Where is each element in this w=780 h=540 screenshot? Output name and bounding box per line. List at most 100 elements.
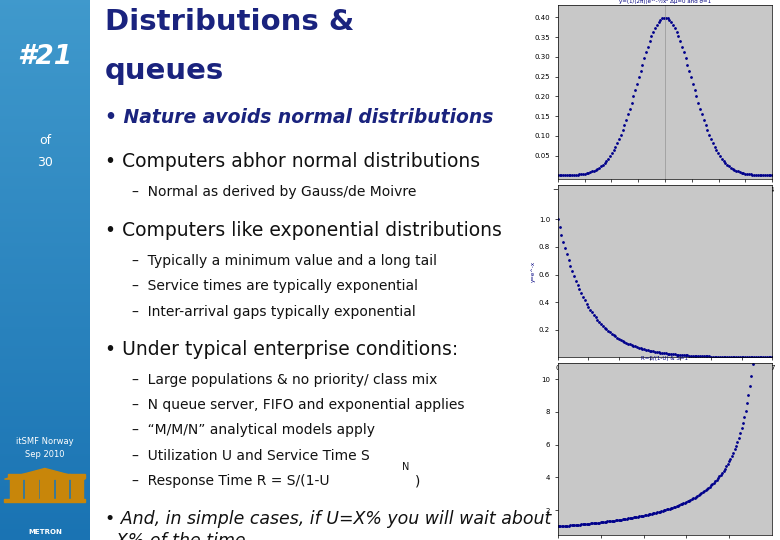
Text: • And, in simple cases, if U=X% you will wait about
  X% of the time: • And, in simple cases, if U=X% you will… xyxy=(105,510,551,540)
Bar xyxy=(0,424,90,427)
Bar xyxy=(0,500,90,502)
Bar xyxy=(0,370,90,373)
Bar xyxy=(0,292,90,294)
Bar xyxy=(0,130,90,132)
Bar xyxy=(0,462,90,464)
Bar xyxy=(0,451,90,454)
Bar xyxy=(0,278,90,281)
Text: –  “M/M/N” analytical models apply: – “M/M/N” analytical models apply xyxy=(133,423,375,437)
Bar xyxy=(0,11,90,14)
Bar xyxy=(0,94,90,97)
Bar xyxy=(0,340,90,343)
Bar xyxy=(0,405,90,408)
Bar xyxy=(0,381,90,383)
Bar xyxy=(69,474,85,477)
Bar xyxy=(0,481,90,483)
Bar xyxy=(0,205,90,208)
Bar xyxy=(0,502,90,505)
Bar xyxy=(0,124,90,127)
Bar xyxy=(0,302,90,305)
Bar xyxy=(0,521,90,524)
Bar xyxy=(0,143,90,146)
Bar xyxy=(0,27,90,30)
Bar xyxy=(0,367,90,370)
Bar xyxy=(0,402,90,405)
Bar xyxy=(0,65,90,68)
Bar xyxy=(0,70,90,73)
Bar xyxy=(0,119,90,122)
Bar xyxy=(0,227,90,229)
Title: R=S/(1-U) & S=1: R=S/(1-U) & S=1 xyxy=(641,356,689,361)
Bar xyxy=(0,329,90,332)
Bar xyxy=(0,216,90,219)
Bar xyxy=(0,526,90,529)
Bar xyxy=(0,68,90,70)
Bar xyxy=(0,516,90,518)
Bar xyxy=(0,86,90,89)
Bar xyxy=(0,46,90,49)
Text: –  Normal as derived by Gauss/de Moivre: – Normal as derived by Gauss/de Moivre xyxy=(133,185,417,199)
Bar xyxy=(0,319,90,321)
Bar xyxy=(0,211,90,213)
Bar xyxy=(0,472,90,475)
Bar xyxy=(0,386,90,389)
Bar xyxy=(0,392,90,394)
Text: –  Service times are typically exponential: – Service times are typically exponentia… xyxy=(133,279,418,293)
Bar xyxy=(0,167,90,170)
Bar xyxy=(0,213,90,216)
Bar xyxy=(0,321,90,324)
Bar xyxy=(0,305,90,308)
Text: 30: 30 xyxy=(37,156,53,168)
Text: Distributions &: Distributions & xyxy=(105,8,354,36)
Bar xyxy=(0,475,90,478)
Bar xyxy=(0,122,90,124)
Bar xyxy=(0,113,90,116)
Bar xyxy=(0,57,90,59)
Text: METRON: METRON xyxy=(28,529,62,535)
Bar xyxy=(0,8,90,11)
Bar xyxy=(0,16,90,19)
Bar xyxy=(54,474,70,477)
Bar xyxy=(0,294,90,297)
Bar xyxy=(0,383,90,386)
Text: • Under typical enterprise conditions:: • Under typical enterprise conditions: xyxy=(105,340,459,359)
Bar xyxy=(0,394,90,397)
Text: #21: #21 xyxy=(17,44,73,70)
Bar xyxy=(41,477,53,500)
Bar xyxy=(5,499,85,502)
Bar xyxy=(0,332,90,335)
Bar xyxy=(71,477,83,500)
Bar xyxy=(0,176,90,178)
Bar xyxy=(0,435,90,437)
Bar xyxy=(0,138,90,140)
Bar xyxy=(0,443,90,445)
Bar xyxy=(0,497,90,500)
Bar xyxy=(0,148,90,151)
Text: –  N queue server, FIFO and exponential applies: – N queue server, FIFO and exponential a… xyxy=(133,398,465,412)
Bar xyxy=(0,197,90,200)
Bar xyxy=(0,162,90,165)
Bar xyxy=(0,81,90,84)
Bar xyxy=(0,286,90,289)
Bar xyxy=(0,173,90,176)
Bar xyxy=(0,489,90,491)
Bar xyxy=(0,354,90,356)
Bar xyxy=(0,103,90,105)
Bar xyxy=(0,518,90,521)
Text: • Computers abhor normal distributions: • Computers abhor normal distributions xyxy=(105,152,480,171)
Bar xyxy=(0,24,90,27)
Bar xyxy=(0,243,90,246)
Bar xyxy=(0,524,90,526)
Bar xyxy=(0,254,90,256)
Bar xyxy=(0,448,90,451)
Bar xyxy=(0,446,90,448)
Bar xyxy=(0,297,90,300)
Bar xyxy=(0,532,90,535)
Bar xyxy=(0,454,90,456)
Bar xyxy=(0,92,90,94)
Bar xyxy=(0,529,90,532)
Bar xyxy=(0,159,90,162)
Bar xyxy=(0,313,90,316)
Bar xyxy=(0,19,90,22)
Bar xyxy=(0,432,90,435)
